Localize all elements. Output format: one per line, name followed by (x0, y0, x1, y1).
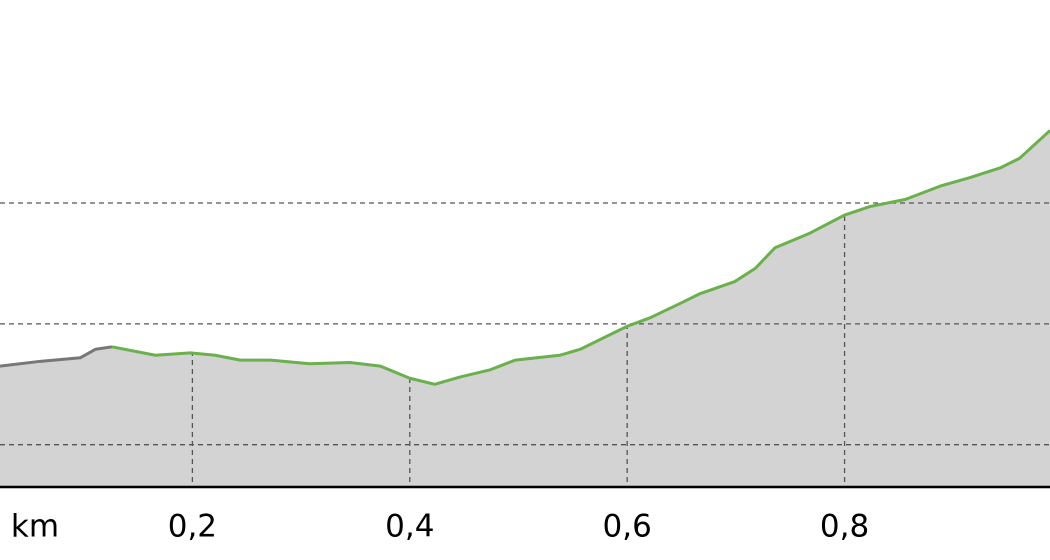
x-tick-label: 0,4 (385, 509, 434, 545)
x-tick-label: 0,6 (603, 509, 652, 545)
x-tick-label: 0,2 (168, 509, 217, 545)
profile-line (0, 345, 113, 368)
x-unit-label: km (11, 509, 59, 545)
x-tick-label: 0,8 (820, 509, 869, 545)
area-fill (111, 129, 1050, 488)
profile-line (111, 129, 1050, 386)
area-fill (0, 346, 113, 488)
